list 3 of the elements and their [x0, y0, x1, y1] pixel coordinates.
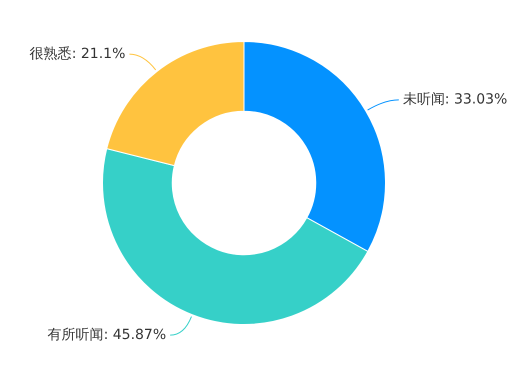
slice-label: 有所听闻: 45.87%	[48, 326, 166, 343]
slice-label: 很熟悉: 21.1%	[30, 46, 126, 62]
slice-label: 未听闻: 33.03%	[402, 92, 508, 108]
